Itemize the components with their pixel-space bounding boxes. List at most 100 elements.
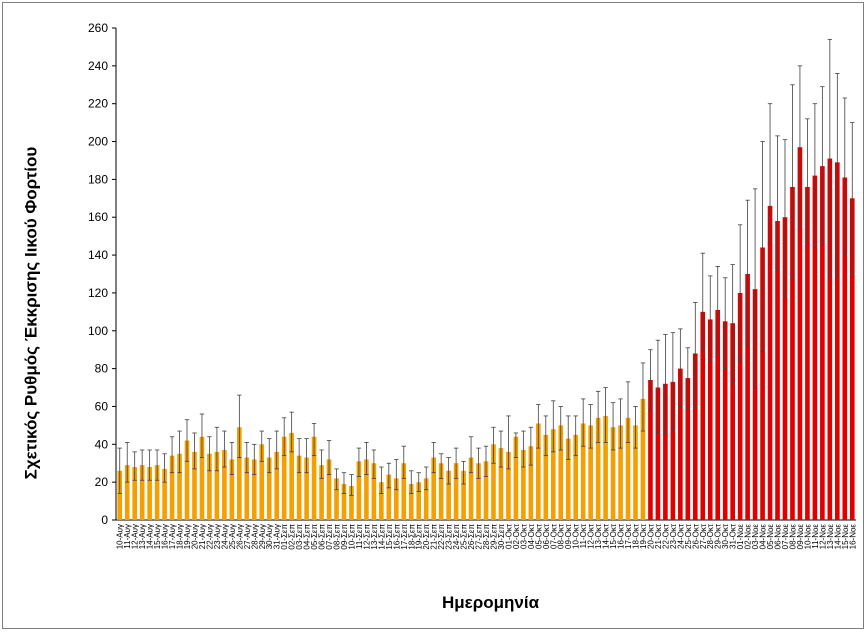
bar [274,451,280,520]
x-tick-label: 18-Οκτ [631,523,640,549]
x-tick-label: 09-Οκτ [564,523,573,549]
bar [229,459,235,520]
bar [364,459,369,520]
x-tick-label: 23-Σεπ [445,524,454,550]
bar [371,463,377,520]
x-tick-label: 06-Σεπ [318,524,327,550]
x-tick-label: 02-Σεπ [288,524,297,550]
bar [476,463,481,520]
bar [565,438,571,520]
bar [521,449,526,520]
bar [154,465,160,520]
x-tick-label: 08-Οκτ [557,523,566,549]
bar [393,478,399,520]
bar [536,423,541,520]
x-tick-label: 05-Σεπ [310,524,319,550]
bar [580,423,586,520]
x-tick-label: 16-Αυγ [161,524,170,549]
x-tick-label: 25-Αυγ [228,524,237,549]
x-tick-label: 14-Σεπ [377,524,386,550]
x-tick-label: 25-Οκτ [684,523,693,549]
x-tick-label: 09-Σεπ [340,524,349,550]
bar [692,353,698,520]
bar [812,175,818,520]
bar [618,425,623,520]
x-tick-label: 11-Αυγ [123,524,132,549]
bar [722,321,728,520]
bar [760,247,765,520]
bar [386,474,392,520]
x-tick-label: 27-Σεπ [475,524,484,550]
bar [678,368,683,520]
x-tick-label: 26-Οκτ [691,523,700,549]
bar [715,309,721,520]
bar [169,455,175,520]
x-tick-label: 10-Οκτ [572,523,581,549]
bar [177,453,182,520]
bar [707,319,713,520]
y-tick-label: 180 [88,172,108,186]
x-tick-label: 10-Σεπ [347,524,356,550]
x-tick-label: 02-Οκτ [512,523,521,549]
bar [222,449,227,520]
x-tick-label: 18-Σεπ [407,524,416,550]
x-tick-label: 07-Οκτ [549,523,558,549]
x-tick-label: 31-Οκτ [729,523,738,549]
bar [513,436,519,520]
bar [117,470,123,520]
bar [663,383,668,520]
x-tick-label: 28-Οκτ [706,523,715,549]
bar [139,465,145,520]
x-tick-label: 07-Σεπ [325,524,334,550]
x-tick-label: 05-Νοε [766,524,775,550]
x-tick-label: 20-Αυγ [190,524,199,549]
x-tick-label: 16-Νοε [848,524,857,550]
x-tick-label: 26-Αυγ [235,524,244,549]
y-tick-label: 200 [88,135,108,149]
x-tick-label: 02-Νοε [744,524,753,550]
x-tick-label: 23-Οκτ [669,523,678,549]
x-tick-label: 11-Σεπ [355,524,364,549]
x-tick-label: 27-Αυγ [243,524,252,549]
bar [633,425,638,520]
bar [326,459,332,520]
x-tick-label: 17-Οκτ [624,523,633,549]
bar [334,478,339,520]
bar [461,470,466,520]
x-tick-label: 15-Αυγ [153,524,162,549]
bar [453,463,459,520]
x-tick-label: 16-Οκτ [617,523,626,549]
bar [468,457,474,520]
x-tick-label: 30-Οκτ [721,523,730,549]
x-tick-label: 04-Σεπ [303,524,312,550]
bar [543,434,549,520]
y-axis-label-box: Σχετικός Ρυθμός Έκκρισης Ιικού Φορτίου [11,103,51,523]
x-tick-label: 24-Οκτ [676,523,685,549]
bar [147,467,152,520]
x-tick-label: 06-Νοε [774,524,783,550]
bar [124,465,130,520]
bar [304,457,309,520]
x-tick-label: 16-Σεπ [392,524,401,550]
y-axis-label: Σχετικός Ρυθμός Έκκρισης Ιικού Φορτίου [21,146,40,480]
bar [356,461,362,520]
bar [700,311,706,520]
x-tick-label: 11-Οκτ [579,523,588,548]
bar [251,459,257,520]
x-tick-label: 05-Οκτ [534,523,543,549]
bar [588,425,593,520]
x-tick-label: 08-Σεπ [333,524,342,550]
x-tick-label: 29-Αυγ [258,524,267,549]
x-tick-label: 12-Αυγ [131,524,140,549]
y-tick-label: 260 [88,21,108,35]
x-tick-label: 22-Οκτ [661,523,670,549]
bar [132,467,138,520]
bar [446,470,451,520]
x-tick-label: 20-Σεπ [422,524,431,550]
x-tick-label: 15-Οκτ [609,523,618,549]
x-tick-label: 30-Σεπ [497,524,506,550]
x-tick-label: 19-Αυγ [183,524,192,549]
bar [237,427,242,520]
x-tick-label: 20-Οκτ [646,523,655,549]
x-tick-label: 04-Νοε [759,524,768,550]
